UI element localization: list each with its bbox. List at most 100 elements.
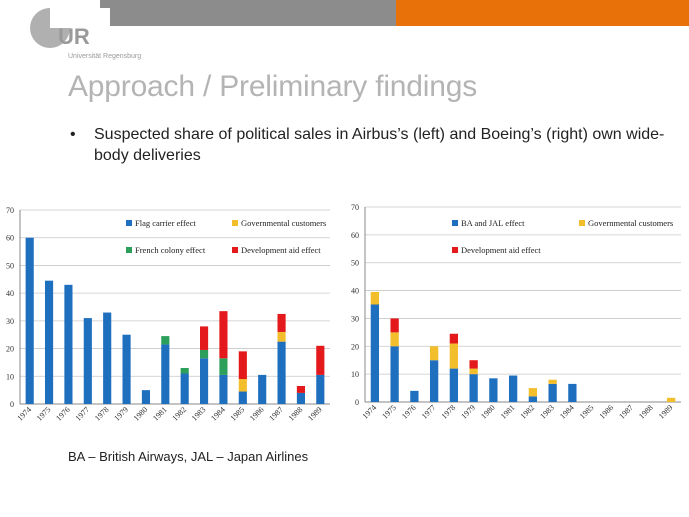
airbus-legend-swatch: [232, 220, 238, 226]
boeing-bar-segment: [548, 383, 557, 402]
boeing-bar-segment: [508, 375, 518, 402]
airbus-bar-segment: [141, 390, 151, 404]
x-tick-label: 1987: [267, 405, 285, 423]
airbus-bar-segment: [25, 237, 34, 404]
x-tick-label: 1974: [15, 405, 33, 423]
y-tick-label: 40: [6, 289, 14, 298]
y-tick-label: 70: [6, 206, 14, 215]
airbus-bar-segment: [161, 344, 170, 404]
airbus-bar-segment: [161, 336, 170, 345]
logo-letters: UR: [58, 24, 90, 49]
airbus-bar-segment: [199, 326, 209, 350]
y-tick-label: 10: [6, 372, 14, 381]
boeing-bar-segment: [469, 360, 478, 369]
airbus-bar-segment: [122, 334, 131, 404]
x-tick-label: 1988: [637, 403, 655, 421]
x-tick-label: 1981: [499, 403, 517, 421]
boeing-bar-segment: [370, 304, 380, 402]
airbus-bar-segment: [199, 349, 209, 359]
airbus-bar-segment: [180, 373, 189, 404]
airbus-legend-swatch: [232, 247, 238, 253]
airbus-legend-swatch: [126, 247, 132, 253]
x-tick-label: 1986: [598, 403, 616, 421]
x-tick-label: 1982: [170, 405, 188, 423]
x-tick-label: 1985: [229, 405, 247, 423]
y-tick-label: 50: [351, 259, 359, 268]
airbus-bar-segment: [238, 391, 247, 404]
boeing-legend-swatch: [452, 220, 458, 226]
airbus-bar-segment: [219, 358, 228, 375]
airbus-bar-segment: [316, 374, 325, 404]
boeing-bar-segment: [568, 383, 577, 402]
header-orange-bar: [396, 0, 689, 26]
x-tick-label: 1979: [459, 403, 477, 421]
y-tick-label: 20: [6, 345, 14, 354]
boeing-bar-segment: [528, 396, 538, 402]
boeing-bar-segment: [370, 291, 380, 305]
y-tick-label: 20: [351, 342, 359, 351]
y-tick-label: 0: [355, 398, 359, 407]
y-tick-label: 50: [6, 261, 14, 270]
y-tick-label: 60: [351, 231, 359, 240]
boeing-bar-segment: [528, 388, 538, 397]
airbus-bar-segment: [83, 318, 92, 404]
boeing-bar-segment: [429, 346, 439, 361]
airbus-legend-label: Governmental customers: [241, 218, 326, 228]
airbus-legend-label: Flag carrier effect: [135, 218, 196, 228]
boeing-bar-segment: [429, 360, 439, 402]
airbus-bar-segment: [296, 392, 306, 404]
x-tick-label: 1989: [657, 403, 675, 421]
y-tick-label: 70: [351, 203, 359, 212]
airbus-legend-label: Development aid effect: [241, 245, 321, 255]
airbus-legend-swatch: [126, 220, 132, 226]
airbus-bar-segment: [103, 312, 112, 404]
x-tick-label: 1989: [306, 405, 324, 423]
university-logo: UR: [30, 8, 110, 49]
x-tick-label: 1984: [209, 405, 227, 423]
airbus-bar-segment: [238, 379, 247, 392]
y-tick-label: 10: [351, 370, 359, 379]
airbus-bar-segment: [44, 280, 54, 404]
boeing-bar-segment: [390, 346, 399, 402]
boeing-legend-label: Development aid effect: [461, 245, 541, 255]
x-tick-label: 1975: [35, 405, 53, 423]
boeing-bar-segment: [489, 378, 498, 402]
x-tick-label: 1981: [151, 405, 169, 423]
boeing-bar-segment: [449, 333, 459, 344]
airbus-bar-segment: [316, 345, 325, 375]
x-tick-label: 1979: [112, 405, 130, 423]
boeing-bar-segment: [666, 397, 676, 402]
airbus-bar-segment: [238, 351, 247, 380]
bullet-point: • Suspected share of political sales in …: [68, 124, 668, 166]
y-tick-label: 30: [351, 314, 359, 323]
x-tick-label: 1986: [248, 405, 266, 423]
university-name: Universität Regensburg: [68, 53, 142, 60]
x-tick-label: 1982: [519, 403, 537, 421]
x-tick-label: 1985: [578, 403, 596, 421]
bullet-text: Suspected share of political sales in Ai…: [94, 126, 665, 164]
airbus-bar-segment: [219, 311, 228, 359]
x-tick-label: 1980: [132, 405, 150, 423]
boeing-legend-swatch: [579, 220, 585, 226]
page-title: Approach / Preliminary findings: [68, 70, 477, 103]
y-tick-label: 40: [351, 287, 359, 296]
airbus-bar-segment: [199, 358, 209, 404]
airbus-bar-segment: [277, 313, 286, 332]
airbus-bar-segment: [219, 374, 228, 404]
boeing-legend-label: BA and JAL effect: [461, 218, 525, 228]
x-tick-label: 1987: [617, 403, 635, 421]
boeing-bar-segment: [449, 368, 459, 402]
x-tick-label: 1980: [479, 403, 497, 421]
y-tick-label: 30: [6, 317, 14, 326]
boeing-bar-segment: [410, 390, 419, 402]
boeing-legend-swatch: [452, 247, 458, 253]
x-tick-label: 1977: [74, 405, 92, 423]
airbus-bar-segment: [64, 284, 73, 404]
airbus-bar-segment: [277, 341, 286, 404]
x-tick-label: 1978: [440, 403, 458, 421]
header-gray-bar: [100, 0, 396, 26]
x-tick-label: 1974: [361, 403, 379, 421]
x-tick-label: 1988: [287, 405, 305, 423]
